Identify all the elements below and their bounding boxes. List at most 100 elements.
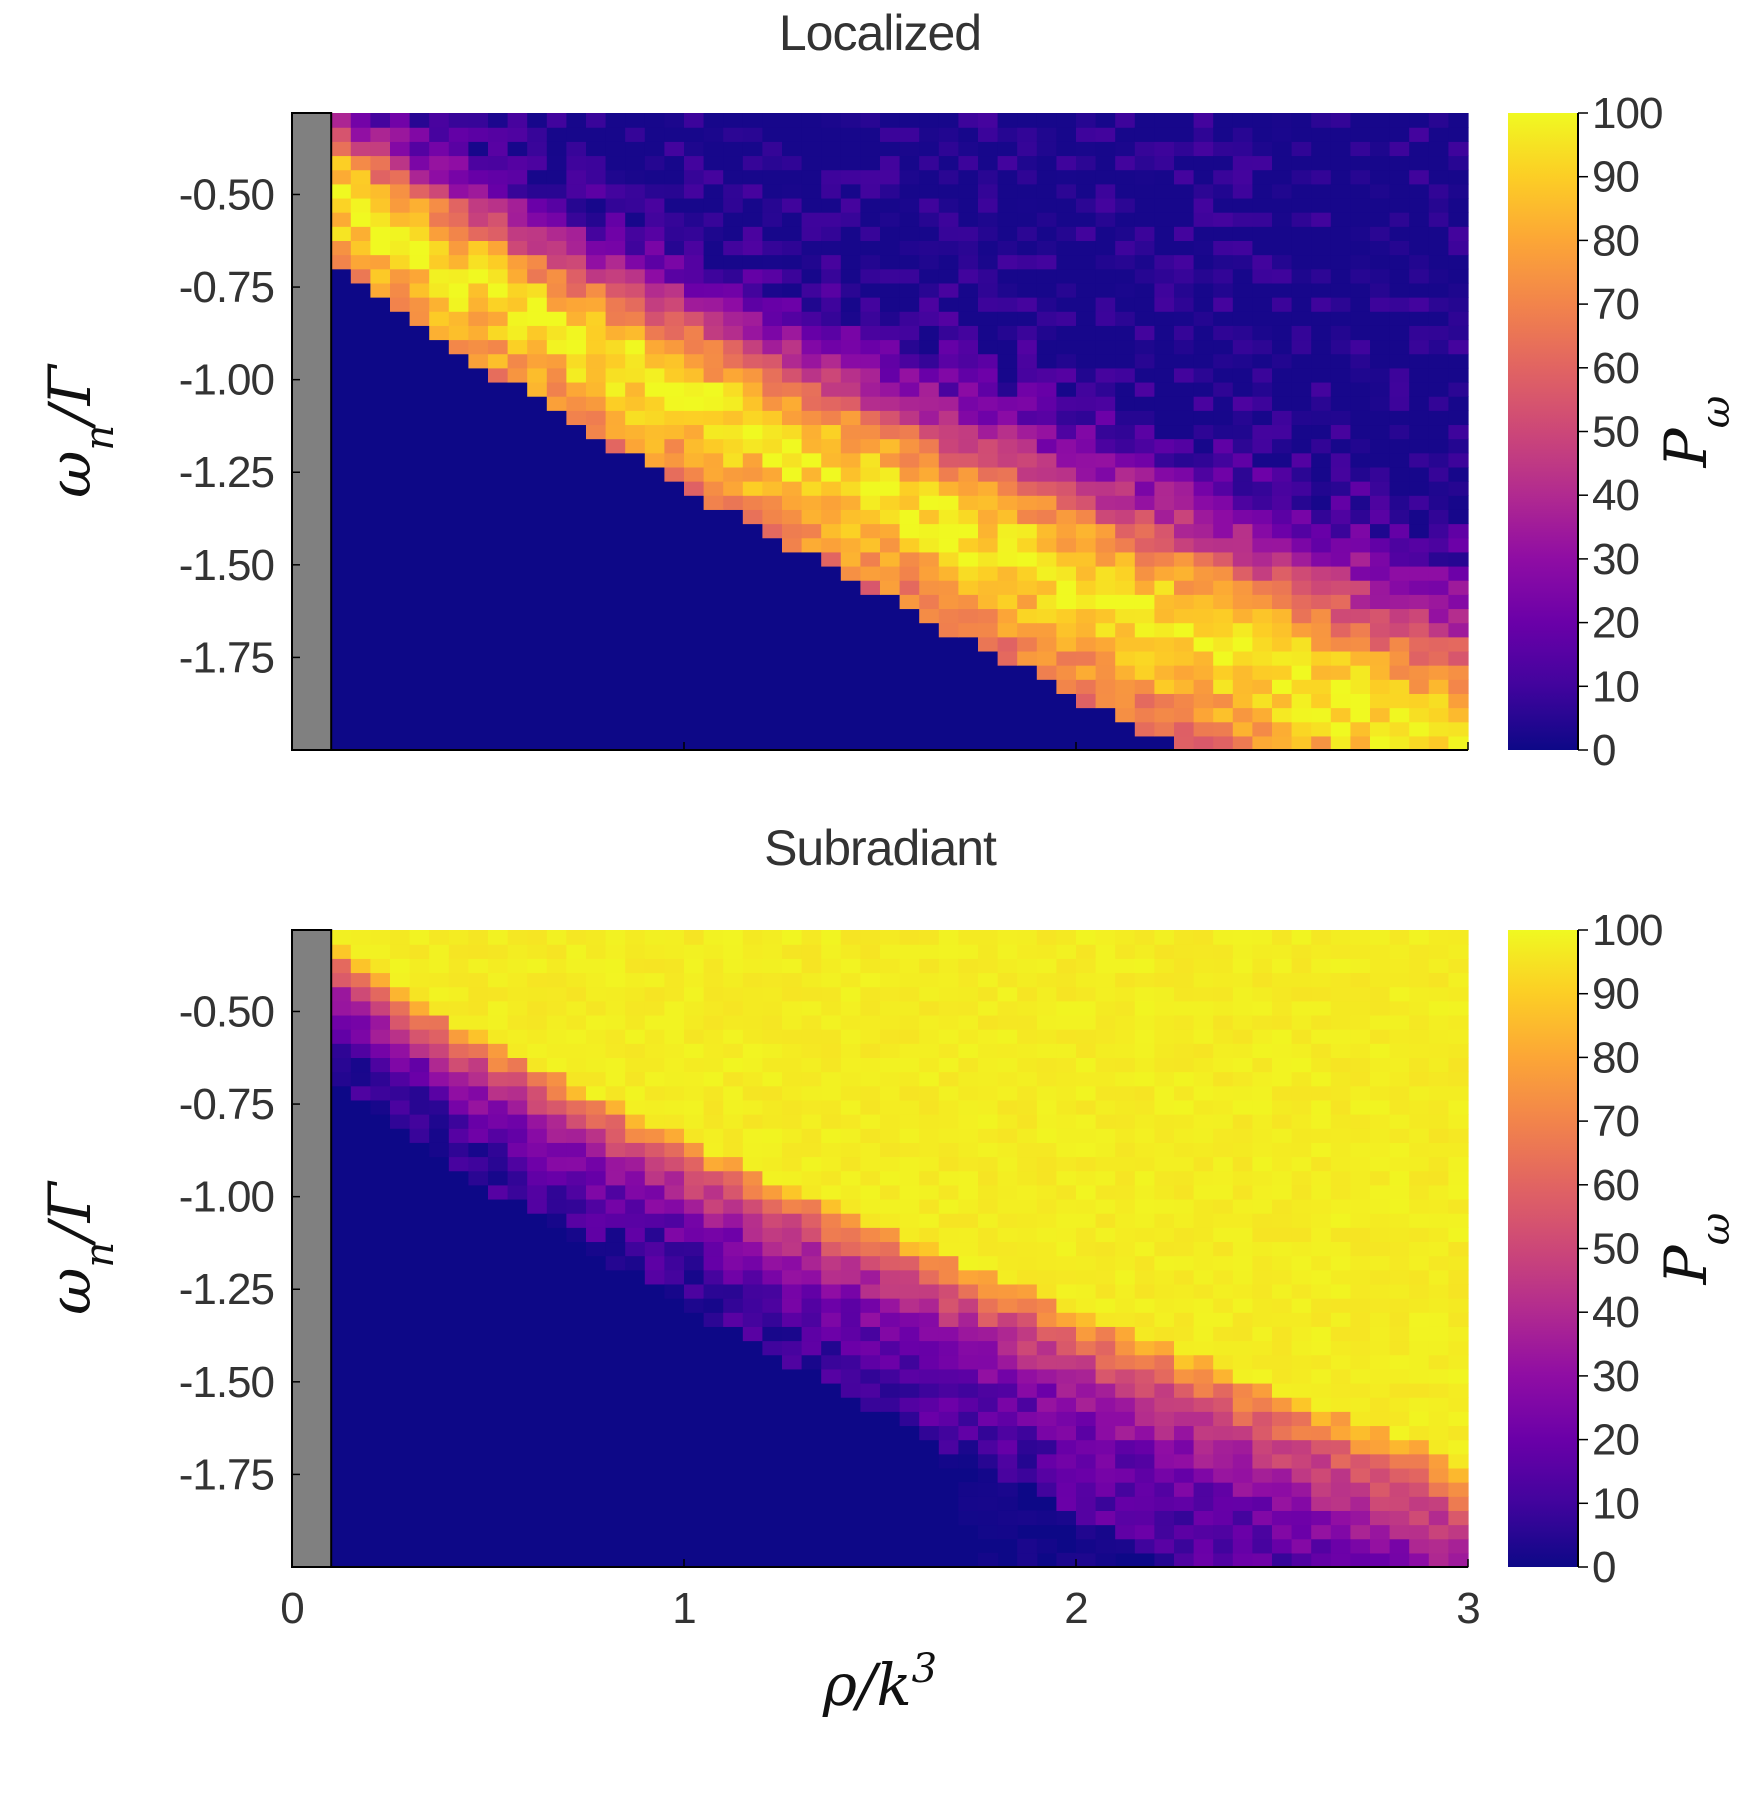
heatmap-cell bbox=[1134, 1538, 1155, 1554]
heatmap-cell bbox=[801, 268, 822, 284]
heatmap-cell bbox=[919, 1411, 940, 1427]
heatmap-cell bbox=[1017, 353, 1038, 369]
heatmap-cell bbox=[1350, 169, 1371, 185]
heatmap-cell bbox=[1428, 410, 1449, 426]
heatmap-cell bbox=[1389, 466, 1410, 482]
heatmap-cell bbox=[958, 1283, 979, 1299]
heatmap-cell bbox=[605, 155, 626, 171]
heatmap-cell bbox=[1213, 1227, 1234, 1243]
heatmap-cell bbox=[1272, 297, 1293, 312]
heatmap-cell bbox=[919, 1368, 940, 1384]
heatmap-cell bbox=[782, 537, 803, 553]
heatmap-cell bbox=[1370, 1184, 1391, 1200]
heatmap-cell bbox=[1389, 1227, 1410, 1243]
heatmap-cell bbox=[860, 1156, 881, 1172]
heatmap-cell bbox=[1389, 481, 1410, 496]
heatmap-cell bbox=[919, 1142, 940, 1158]
heatmap-cell bbox=[978, 1467, 999, 1483]
heatmap-cell bbox=[880, 1043, 901, 1058]
heatmap-cell bbox=[723, 183, 744, 199]
heatmap-cell bbox=[664, 1043, 685, 1058]
heatmap-cell bbox=[1134, 1368, 1155, 1384]
heatmap-cell bbox=[1330, 495, 1351, 510]
heatmap-cell bbox=[507, 311, 528, 326]
heatmap-cell bbox=[938, 986, 959, 1002]
heatmap-cell bbox=[1291, 1283, 1312, 1299]
heatmap-cell bbox=[1056, 127, 1077, 142]
heatmap-cell bbox=[664, 1057, 685, 1073]
heatmap-cell bbox=[821, 972, 842, 988]
heatmap-cell bbox=[350, 212, 371, 227]
heatmap-cell bbox=[644, 254, 665, 270]
heatmap-cell bbox=[1428, 113, 1449, 128]
heatmap-cell bbox=[1252, 580, 1273, 595]
heatmap-cell bbox=[1076, 1029, 1097, 1044]
heatmap-cell bbox=[1115, 972, 1136, 988]
heatmap-cell bbox=[762, 1057, 783, 1073]
heatmap-cell bbox=[468, 311, 489, 326]
heatmap-cell bbox=[1134, 944, 1155, 959]
heatmap-cell bbox=[1291, 986, 1312, 1002]
heatmap-cell bbox=[1330, 958, 1351, 974]
heatmap-cell bbox=[468, 986, 489, 1002]
heatmap-cell bbox=[605, 1255, 626, 1271]
heatmap-cell bbox=[448, 986, 469, 1002]
heatmap-cell bbox=[801, 1057, 822, 1073]
heatmap-cell bbox=[1115, 650, 1136, 666]
heatmap-cell bbox=[801, 452, 822, 468]
heatmap-cell bbox=[1448, 1184, 1469, 1200]
heatmap-cell bbox=[350, 1014, 371, 1030]
heatmap-cell bbox=[1232, 226, 1253, 241]
heatmap-cell bbox=[821, 381, 842, 397]
heatmap-cell bbox=[488, 113, 509, 128]
heatmap-cell bbox=[1311, 339, 1332, 355]
heatmap-cell bbox=[1115, 1496, 1136, 1511]
heatmap-cell bbox=[978, 127, 999, 142]
heatmap-cell bbox=[1017, 1099, 1038, 1115]
heatmap-cell bbox=[1056, 1170, 1077, 1186]
heatmap-cell bbox=[860, 226, 881, 241]
heatmap-cell bbox=[1409, 197, 1430, 213]
heatmap-cell bbox=[1056, 1482, 1077, 1497]
colorbar-tick-label: 20 bbox=[1592, 1416, 1639, 1465]
heatmap-cell bbox=[762, 410, 783, 426]
heatmap-cell bbox=[527, 367, 548, 383]
heatmap-cell bbox=[1193, 240, 1214, 256]
heatmap-cell bbox=[997, 1241, 1018, 1257]
heatmap-cell bbox=[370, 282, 391, 298]
heatmap-cell bbox=[880, 169, 901, 185]
heatmap-cell bbox=[1409, 466, 1430, 482]
heatmap-cell bbox=[899, 495, 920, 510]
heatmap-cell bbox=[919, 1213, 940, 1228]
heatmap-cell bbox=[997, 580, 1018, 595]
heatmap-cell bbox=[1174, 1312, 1195, 1327]
heatmap-cell bbox=[1115, 1255, 1136, 1271]
heatmap-cell bbox=[1095, 622, 1116, 638]
heatmap-cell bbox=[978, 1029, 999, 1044]
heatmap-cell bbox=[801, 1114, 822, 1129]
heatmap-cell bbox=[1056, 1255, 1077, 1271]
heatmap-cell bbox=[1193, 1057, 1214, 1073]
heatmap-cell bbox=[1272, 1000, 1293, 1016]
heatmap-cell bbox=[1174, 240, 1195, 256]
heatmap-cell bbox=[703, 1000, 724, 1016]
heatmap-cell bbox=[1409, 944, 1430, 959]
heatmap-cell bbox=[1115, 1071, 1136, 1087]
heatmap-cell bbox=[1154, 353, 1175, 369]
heatmap-cell bbox=[1291, 1397, 1312, 1412]
heatmap-cell bbox=[390, 113, 411, 128]
heatmap-cell bbox=[1036, 1411, 1057, 1427]
heatmap-cell bbox=[782, 1255, 803, 1271]
heatmap-cell bbox=[938, 958, 959, 974]
heatmap-cell bbox=[1428, 1510, 1449, 1526]
heatmap-cell bbox=[762, 212, 783, 227]
heatmap-cell bbox=[1095, 1043, 1116, 1058]
heatmap-cell bbox=[723, 1156, 744, 1172]
heatmap-cell bbox=[1370, 1312, 1391, 1327]
heatmap-cell bbox=[1252, 721, 1273, 737]
heatmap-cell bbox=[938, 1057, 959, 1073]
heatmap-cell bbox=[997, 155, 1018, 171]
heatmap-cell bbox=[723, 972, 744, 988]
heatmap-cell bbox=[801, 339, 822, 355]
heatmap-cell bbox=[1350, 679, 1371, 694]
